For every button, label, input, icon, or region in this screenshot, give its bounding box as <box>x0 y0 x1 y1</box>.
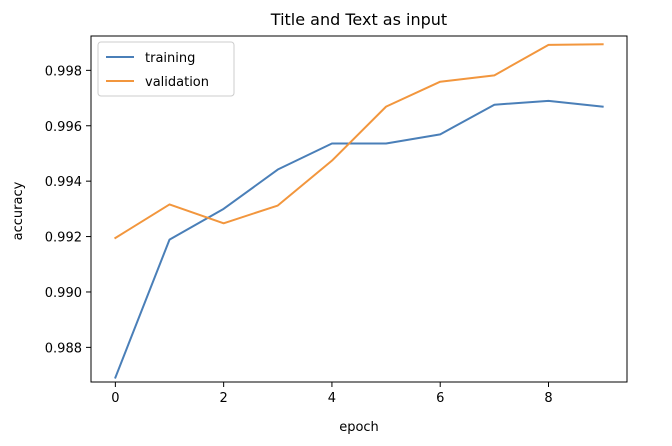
y-axis-ticks: 0.988 0.990 0.992 0.994 0.996 0.998 <box>45 64 91 356</box>
plot-frame <box>90 35 628 383</box>
legend: training validation <box>97 41 235 97</box>
legend-box <box>97 41 235 97</box>
series-line-validation <box>113 43 604 240</box>
legend-label: training <box>145 51 195 66</box>
y-tick-label: 0.994 <box>45 175 82 190</box>
legend-label: validation <box>145 75 209 90</box>
x-tick-label: 2 <box>220 391 228 406</box>
chart-title: Title and Text as input <box>270 10 447 29</box>
y-tick-label: 0.990 <box>45 286 82 301</box>
y-tick-label: 0.992 <box>45 231 82 246</box>
x-tick-label: 8 <box>544 391 552 406</box>
series-line-training <box>114 99 604 379</box>
x-axis-ticks: 0 2 4 6 8 <box>111 382 553 406</box>
y-tick-label: 0.998 <box>45 64 82 79</box>
y-axis-label: accuracy <box>11 181 26 240</box>
y-tick-label: 0.996 <box>45 120 82 135</box>
y-tick-label: 0.988 <box>45 341 82 356</box>
x-tick-label: 6 <box>436 391 444 406</box>
series-group <box>113 43 604 379</box>
x-axis-label: epoch <box>339 420 379 435</box>
x-tick-label: 0 <box>111 391 119 406</box>
x-tick-label: 4 <box>328 391 336 406</box>
